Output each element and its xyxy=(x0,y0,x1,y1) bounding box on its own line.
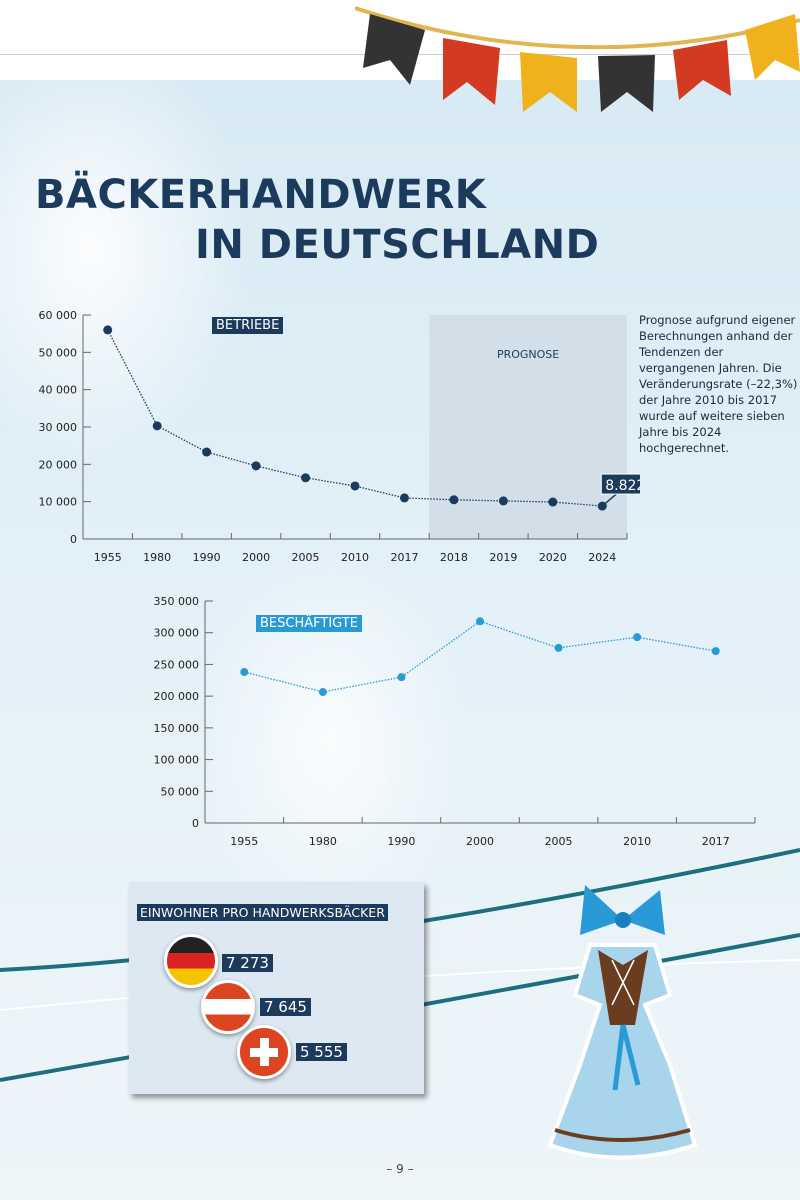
data-point-2019 xyxy=(498,496,508,506)
data-point-1980 xyxy=(318,688,327,697)
germany-value: 7 273 xyxy=(222,954,273,972)
betriebe-label: BETRIEBE xyxy=(212,317,284,334)
betriebe-chart: PROGNOSE 0 10 000 20 000 30 000 40 000 50 000 6… xyxy=(39,309,640,564)
y-tick-label: 50 000 xyxy=(161,785,200,798)
y-tick-label: 0 xyxy=(192,817,199,830)
data-point-2018 xyxy=(449,495,459,505)
data-point-2005 xyxy=(301,473,311,483)
austria-value: 7 645 xyxy=(260,998,311,1016)
x-tick-label: 1990 xyxy=(387,835,415,848)
prognose-note: Prognose aufgrund eigener Berechnungen a… xyxy=(639,313,798,455)
title-line-1: BÄCKERHANDWERK xyxy=(35,172,487,218)
residents-per-baker-box: EINWOHNER PRO HANDWERKSBÄCKER 7 273 7 64… xyxy=(129,882,424,1094)
x-tick-label: 2024 xyxy=(588,551,616,564)
x-tick-label: 1980 xyxy=(143,551,171,564)
y-tick-label: 50 000 xyxy=(39,346,78,359)
x-tick-label: 1955 xyxy=(94,551,122,564)
data-point-1990 xyxy=(202,447,212,457)
x-tick-label: 2005 xyxy=(545,835,573,848)
x-tick-label: 2019 xyxy=(489,551,517,564)
prognose-region xyxy=(429,315,627,539)
data-point-2017 xyxy=(711,647,720,656)
bunting-decoration xyxy=(355,6,800,112)
page-number: – 9 – xyxy=(386,1162,414,1176)
x-tick-label: 2017 xyxy=(702,835,730,848)
data-point-2010 xyxy=(633,633,642,642)
x-tick-label: 2010 xyxy=(341,551,369,564)
dirndl-illustration xyxy=(547,885,698,1160)
y-tick-label: 350 000 xyxy=(154,595,200,608)
y-tick-label: 20 000 xyxy=(39,458,78,471)
germany-flag-icon xyxy=(164,934,218,988)
annotation-value: 8.822 xyxy=(605,478,640,494)
data-point-1955 xyxy=(240,668,249,677)
switzerland-value: 5 555 xyxy=(296,1043,347,1061)
x-tick-label: 2000 xyxy=(242,551,270,564)
data-point-1990 xyxy=(397,673,406,682)
x-tick-label: 2017 xyxy=(390,551,418,564)
switzerland-flag-icon xyxy=(237,1025,291,1079)
y-tick-label: 250 000 xyxy=(154,658,200,671)
x-tick-label: 2018 xyxy=(440,551,468,564)
data-point-2000 xyxy=(476,617,484,626)
y-tick-label: 30 000 xyxy=(39,421,78,434)
x-tick-label: 2020 xyxy=(539,551,567,564)
x-tick-label: 2005 xyxy=(292,551,320,564)
y-tick-label: 40 000 xyxy=(39,384,78,397)
x-tick-label: 2000 xyxy=(466,835,494,848)
y-tick-label: 10 000 xyxy=(39,496,78,509)
data-point-1980 xyxy=(152,421,162,431)
data-point-2010 xyxy=(350,481,360,491)
y-tick-label: 200 000 xyxy=(154,690,200,703)
annotation-box xyxy=(600,473,640,495)
y-tick-label: 60 000 xyxy=(39,309,78,322)
y-tick-label: 300 000 xyxy=(154,627,200,640)
title-line-2: IN DEUTSCHLAND xyxy=(195,222,600,268)
data-point-2000 xyxy=(251,461,261,471)
prognose-label: PROGNOSE xyxy=(497,348,559,361)
austria-flag-icon xyxy=(201,980,255,1034)
residents-title: EINWOHNER PRO HANDWERKSBÄCKER xyxy=(137,904,388,921)
annotation-leader xyxy=(601,493,617,507)
data-point-2005 xyxy=(554,643,563,652)
data-point-2017 xyxy=(399,493,409,503)
x-tick-label: 1955 xyxy=(230,835,258,848)
x-tick-label: 2010 xyxy=(623,835,651,848)
x-tick-label: 1980 xyxy=(309,835,337,848)
beschaeftigte-chart: 0 50 000 100 000 150 000 200 000 250 000 300 0… xyxy=(154,595,756,848)
beschaeftigte-label: BESCHÄFTIGTE xyxy=(256,615,362,632)
y-tick-label: 0 xyxy=(70,533,77,546)
x-tick-label: 1990 xyxy=(193,551,221,564)
y-tick-label: 150 000 xyxy=(154,722,200,735)
data-point-2020 xyxy=(548,497,558,507)
data-point-1955 xyxy=(103,325,113,335)
y-tick-label: 100 000 xyxy=(154,754,200,767)
